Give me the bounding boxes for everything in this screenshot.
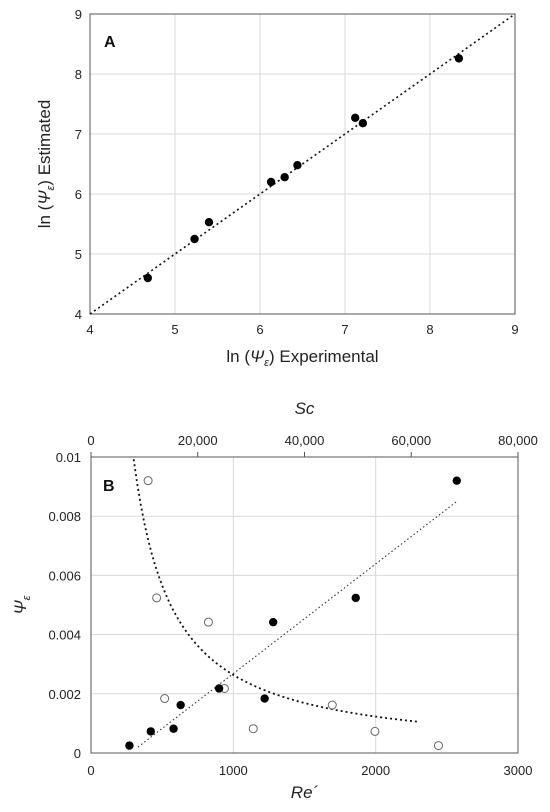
data-point: [204, 218, 214, 227]
data-point: [190, 234, 199, 244]
data-point-filled: [176, 700, 185, 710]
linear-trend-line: [137, 500, 458, 748]
x-tick-label: 0: [87, 763, 94, 778]
data-point-filled: [146, 727, 155, 736]
panel-label-b: B: [103, 478, 115, 495]
x-tick-label: 6: [256, 322, 263, 337]
data-point-filled: [169, 724, 178, 733]
data-point-open: [327, 700, 337, 710]
data-point: [143, 273, 152, 283]
y-tick-label: 0: [74, 746, 81, 761]
y-tick-label: 9: [75, 7, 82, 22]
x-tick-label: 7: [341, 322, 348, 337]
x-tick-label: 1000: [219, 763, 248, 778]
data-point: [280, 173, 289, 182]
data-point: [293, 161, 302, 170]
x-tick-label: 9: [511, 322, 518, 337]
y-tick-label: 5: [75, 247, 82, 262]
y-tick-label: 4: [75, 307, 82, 322]
data-point-filled: [452, 476, 461, 485]
data-point-open: [203, 617, 213, 627]
y-tick-label: 6: [75, 187, 82, 202]
plot-frame: [89, 13, 516, 315]
data-point-filled: [214, 684, 224, 693]
data-point: [358, 119, 368, 128]
data-point: [266, 177, 276, 187]
y-tick-label: 0.008: [48, 509, 81, 524]
data-point-filled: [351, 593, 360, 603]
chart-panel-a: 4 5 6 7 8 9 4 5 6 7 8 9 Aln (Ψε) Experimental ln (Ψε)…: [35, 7, 519, 369]
data-point: [454, 54, 464, 63]
data-point-open: [370, 726, 380, 736]
data-point-filled: [268, 617, 278, 627]
y-tick-label: 7: [75, 127, 82, 142]
x2-tick-label: 20,000: [178, 433, 218, 448]
data-point-open: [248, 724, 258, 734]
y-tick-label: 0.01: [56, 450, 81, 465]
y-tick-label: 0.006: [48, 568, 81, 583]
x-tick-label: 8: [426, 322, 433, 337]
data-point: [351, 113, 360, 123]
x-axis-title: ln (Ψε) Experimental: [226, 347, 378, 369]
data-point-open: [152, 593, 162, 603]
x-axis-title: Re´: [291, 783, 319, 802]
data-point-filled: [125, 741, 134, 750]
x-tick-label: 2000: [361, 763, 390, 778]
data-point-filled: [260, 694, 269, 703]
y-axis-title: ln (Ψε) Estimated: [35, 100, 57, 229]
plot-frame: [90, 456, 519, 754]
x2-axis-title: Sc: [295, 399, 315, 418]
x2-tick-label: 40,000: [285, 433, 325, 448]
panel-label-a: A: [104, 34, 116, 51]
y-tick-label: 8: [75, 67, 82, 82]
data-point-open: [143, 476, 153, 486]
y-axis-title: Ψε: [11, 595, 33, 614]
data-point-open: [160, 694, 170, 704]
x-tick-label: 4: [86, 322, 93, 337]
y-tick-label: 0.004: [48, 628, 81, 643]
x2-tick-label: 0: [87, 433, 94, 448]
x-tick-label: 5: [171, 322, 178, 337]
x2-tick-label: 60,000: [391, 433, 431, 448]
x2-tick-label: 80,000: [498, 433, 538, 448]
y-tick-label: 0.002: [48, 687, 81, 702]
data-point-open: [433, 741, 443, 751]
x-tick-label: 3000: [504, 763, 533, 778]
power-trend-curve: [132, 459, 420, 723]
identity-line: [89, 13, 516, 315]
